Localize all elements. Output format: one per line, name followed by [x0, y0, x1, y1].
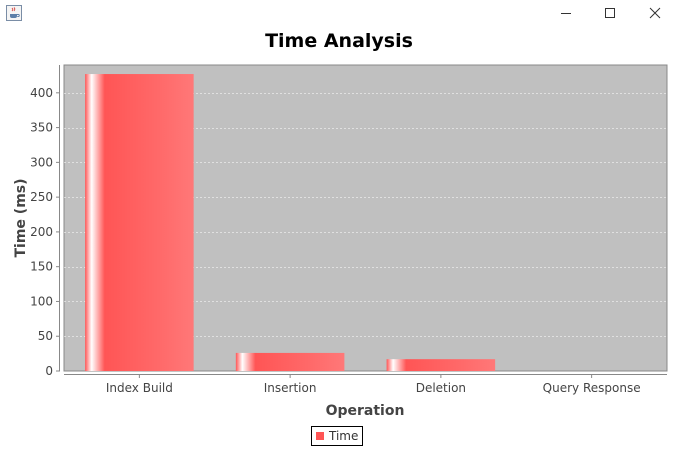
bar — [386, 359, 496, 371]
legend-swatch — [316, 432, 324, 440]
x-tick-label: Query Response — [543, 381, 641, 395]
maximize-icon — [604, 7, 616, 19]
maximize-button[interactable] — [587, 0, 633, 26]
title-bar — [0, 0, 678, 26]
y-tick-label: 50 — [38, 329, 53, 343]
chart-title: Time Analysis — [265, 30, 413, 52]
bar — [85, 74, 194, 372]
y-axis-label: Time (ms) — [13, 178, 29, 257]
y-tick-label: 150 — [30, 260, 53, 274]
x-tick-label: Insertion — [264, 381, 317, 395]
y-tick-label: 300 — [30, 155, 53, 169]
java-coffee-icon — [6, 5, 22, 21]
minimize-icon — [560, 7, 572, 19]
close-icon — [649, 7, 661, 19]
y-tick-label: 400 — [30, 86, 53, 100]
legend-label: Time — [329, 429, 359, 443]
x-tick-label: Deletion — [416, 381, 466, 395]
y-tick-label: 350 — [30, 121, 53, 135]
x-tick-label: Index Build — [106, 381, 173, 395]
bar — [235, 352, 345, 371]
x-axis-label: Operation — [326, 403, 405, 419]
y-tick-label: 100 — [30, 294, 53, 308]
minimize-button[interactable] — [543, 0, 589, 26]
y-tick-label: 200 — [30, 225, 53, 239]
y-tick-label: 250 — [30, 190, 53, 204]
y-tick-label: 0 — [45, 364, 53, 378]
close-button[interactable] — [632, 0, 678, 26]
legend: Time — [311, 426, 364, 446]
